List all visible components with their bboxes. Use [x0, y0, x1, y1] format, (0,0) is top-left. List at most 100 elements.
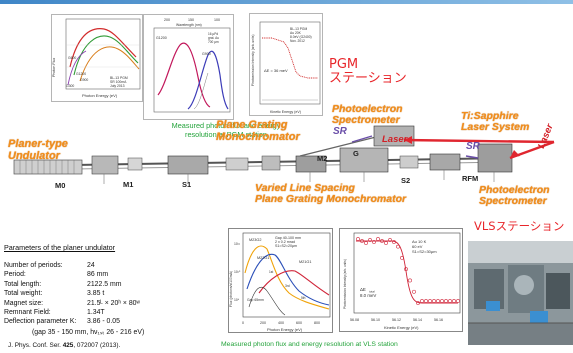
- param-key: Period:: [4, 271, 26, 279]
- param-key: Total weight:: [4, 290, 43, 298]
- beamline-icon: [13, 125, 555, 184]
- param-row: Deflection parameter K: 3.86 - 0.05: [4, 318, 226, 327]
- svg-text:Wavelength (nm): Wavelength (nm): [176, 23, 202, 27]
- svg-text:200: 200: [164, 18, 170, 22]
- svg-text:8.0 meV: 8.0 meV: [360, 293, 376, 298]
- svg-text:200: 200: [260, 321, 266, 325]
- param-row: Number of periods: 24: [4, 262, 226, 271]
- data-point: [384, 241, 388, 245]
- pgm-station-label: PGM ステーション: [329, 57, 407, 87]
- undulator-parameters: Parameters of the planer undulator Numbe…: [4, 243, 226, 337]
- svg-text:0: 0: [242, 321, 244, 325]
- param-value: 3.85 t: [87, 290, 105, 298]
- svg-text:100: 100: [214, 18, 220, 22]
- svg-text:60 eV: 60 eV: [412, 244, 423, 249]
- label-rfm: RFM: [462, 174, 479, 183]
- svg-text:M21G1: M21G1: [299, 260, 311, 264]
- photo-icon: [468, 241, 573, 345]
- data-point: [432, 299, 436, 303]
- svg-text:BL-13 PGM: BL-13 PGM: [290, 27, 307, 31]
- svg-text:G1200: G1200: [156, 36, 167, 40]
- laser-label-top: Laser: [382, 134, 408, 145]
- svg-text:ΔE: ΔE: [360, 287, 366, 292]
- param-key: Remnant Field:: [4, 308, 51, 316]
- top-accent-bar: [0, 0, 573, 4]
- svg-text:M23G2: M23G2: [249, 238, 261, 242]
- svg-text:150: 150: [188, 18, 194, 22]
- svg-text:Photon Energy (eV): Photon Energy (eV): [267, 327, 303, 332]
- svg-text:Kinetic Energy (eV): Kinetic Energy (eV): [270, 110, 301, 114]
- label-m0: M0: [55, 181, 66, 190]
- label-m2: M2: [317, 154, 328, 163]
- svg-text:Photoemission Intensity (arb.: Photoemission Intensity (arb. units): [251, 35, 255, 87]
- citation: J. Phys. Conf. Ser. 425, 072007 (2013).: [8, 342, 121, 349]
- pgm-flux-inset: Photon Flux Photon Energy (eV) G1200 G90…: [51, 14, 143, 102]
- param-key: Magnet size:: [4, 299, 44, 307]
- data-point: [368, 238, 372, 242]
- param-row: Period: 86 mm: [4, 271, 226, 280]
- svg-text:Photoemission Intensity (arb.: Photoemission Intensity (arb. units): [343, 259, 347, 309]
- pgm-delta-e: ΔE = 36 meV: [264, 68, 288, 73]
- param-value: 1.34T: [87, 308, 105, 316]
- svg-text:1st: 1st: [269, 270, 273, 274]
- data-point: [412, 289, 416, 294]
- svg-text:Au 20K: Au 20K: [290, 31, 302, 35]
- param-value: 24: [87, 262, 95, 269]
- label-m1: M1: [123, 180, 134, 189]
- svg-text:total: total: [369, 290, 375, 294]
- data-point: [372, 240, 376, 244]
- svg-text:Nov. 2012: Nov. 2012: [290, 39, 305, 43]
- svg-text:Kinetic Energy (eV): Kinetic Energy (eV): [384, 325, 419, 330]
- vls-station-label: VLSステーション: [474, 219, 565, 233]
- params-title: Parameters of the planer undulator: [4, 243, 116, 252]
- pes-vls-label: Photoelectron Spectrometer: [479, 184, 550, 208]
- params-tail: (gap 35 - 150 mm, hν₁ₛₜ 26 - 216 eV): [32, 328, 145, 336]
- svg-text:Photon Flux: Photon Flux: [52, 58, 56, 77]
- pgm-resolution-inset: BL-13 PGM Au 20K 8.0eV (G2400) Nov. 2012…: [249, 13, 323, 116]
- svg-text:Gap 40-100 mm: Gap 40-100 mm: [275, 236, 301, 240]
- svg-text:700 µm: 700 µm: [208, 40, 219, 44]
- label-g: G: [353, 149, 359, 158]
- svg-text:10¹¹: 10¹¹: [234, 242, 241, 246]
- svg-text:2 x 0.2 mrad: 2 x 0.2 mrad: [275, 240, 295, 244]
- svg-text:800: 800: [314, 321, 320, 325]
- svg-text:56.10: 56.10: [371, 318, 380, 322]
- pgm-flux-xlabel: Photon Energy (eV): [82, 93, 118, 98]
- data-point: [456, 299, 460, 303]
- svg-text:G300: G300: [66, 84, 74, 88]
- param-row: Remnant Field: 1.34T: [4, 309, 226, 318]
- svg-text:M22G1: M22G1: [257, 256, 269, 260]
- param-row: Magnet size: 21.5ᴸ × 20ʰ × 80ʷ: [4, 300, 226, 309]
- svg-text:Flux (photons/s/100mA): Flux (photons/s/100mA): [229, 271, 233, 307]
- param-row: Total weight: 3.85 t: [4, 290, 226, 299]
- svg-text:grat. Au: grat. Au: [208, 36, 219, 40]
- data-point: [356, 237, 360, 241]
- svg-text:S1=S2=20µm: S1=S2=20µm: [275, 244, 297, 248]
- vls-mono-label: Varied Line Spacing Plane Grating Monoch…: [255, 182, 407, 206]
- tisapphire-label: Ti:Sapphire Laser System: [461, 110, 530, 134]
- data-point: [448, 299, 452, 303]
- svg-text:S1=S2=30µm: S1=S2=30µm: [412, 249, 437, 254]
- svg-text:G1200: G1200: [76, 72, 86, 76]
- svg-text:56.08: 56.08: [350, 318, 359, 322]
- param-value: 86 mm: [87, 271, 109, 279]
- pgm-mono-label: Plane Grating Monochromator: [216, 119, 300, 143]
- svg-text:56.12: 56.12: [392, 318, 401, 322]
- sr-label-pgm: SR: [333, 126, 347, 137]
- data-point: [388, 238, 392, 242]
- param-value: 3.86 - 0.05: [87, 318, 120, 326]
- param-key: Number of periods:: [4, 262, 63, 269]
- undulator-label: Planer-type Undulator: [8, 138, 68, 162]
- sr-label-vls: SR: [466, 141, 480, 152]
- data-point: [424, 299, 428, 303]
- data-point: [452, 299, 456, 303]
- svg-text:Gap 65mm: Gap 65mm: [247, 298, 264, 302]
- pgm-spectrum-inset: 200 150 100 Wavelength (nm) G1200 G900 1…: [143, 14, 234, 120]
- svg-text:G900: G900: [202, 52, 211, 56]
- param-key: Deflection parameter K:: [4, 318, 77, 326]
- svg-text:600: 600: [296, 321, 302, 325]
- svg-text:5th: 5th: [301, 296, 306, 300]
- pgm-caption: Measured photon flux and energy resoluti…: [171, 121, 281, 140]
- svg-text:BL-13 PGM: BL-13 PGM: [110, 76, 128, 80]
- svg-text:56.14: 56.14: [413, 318, 422, 322]
